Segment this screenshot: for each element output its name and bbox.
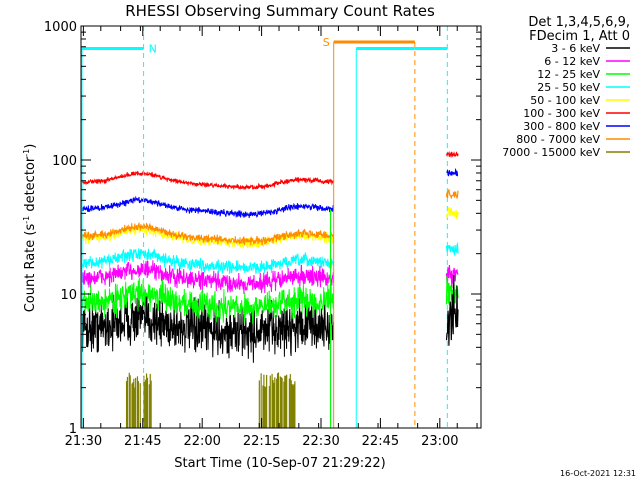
chart-title: RHESSI Observing Summary Count Rates xyxy=(125,2,435,20)
legend-header-decimation: FDecim 1, Att 0 xyxy=(529,29,630,44)
plot-frame xyxy=(80,25,482,429)
series-line xyxy=(80,222,334,246)
x-tick-label: 22:00 xyxy=(183,434,220,449)
legend-label: 50 - 100 keV xyxy=(530,94,600,107)
x-tick-label: 21:45 xyxy=(124,434,161,449)
series-line xyxy=(80,260,334,294)
y-tick-label: 100 xyxy=(52,154,77,169)
legend-header-detectors: Det 1,3,4,5,6,9, xyxy=(528,15,630,30)
x-tick-label: 21:30 xyxy=(65,434,102,449)
legend-label: 12 - 25 keV xyxy=(537,68,600,81)
legend-label: 6 - 12 keV xyxy=(544,55,600,68)
series-line-resumed xyxy=(445,150,459,158)
timestamp: 16-Oct-2021 12:31 xyxy=(560,469,636,478)
legend: Det 1,3,4,5,6,9, FDecim 1, Att 0 3 - 6 k… xyxy=(502,15,630,159)
series-line-resumed xyxy=(445,276,459,306)
y-tick-label: 1000 xyxy=(44,20,77,35)
x-axis-ticks: 21:30 21:45 22:00 22:15 22:30 22:45 23:00 xyxy=(65,26,478,449)
series-line xyxy=(80,248,334,275)
legend-label: 7000 - 15000 keV xyxy=(502,146,600,159)
series-line-resumed xyxy=(445,274,459,346)
legend-label: 25 - 50 keV xyxy=(537,81,600,94)
series-line xyxy=(80,277,334,325)
flag-label: N xyxy=(149,42,157,55)
y-tick-label: 1 xyxy=(69,422,77,437)
legend-label: 300 - 800 keV xyxy=(523,120,600,133)
series-line-resumed xyxy=(445,189,459,200)
x-tick-label: 22:15 xyxy=(243,434,280,449)
legend-label: 100 - 300 keV xyxy=(523,107,600,120)
x-axis-label: Start Time (10-Sep-07 21:29:22) xyxy=(174,456,385,471)
y-axis-label: Count Rate (s-1 detector-1) xyxy=(22,144,38,313)
y-axis-label-sup1: -1 xyxy=(22,216,31,224)
legend-label: 800 - 7000 keV xyxy=(516,133,600,146)
y-axis-label-main: Count Rate (s xyxy=(23,224,38,313)
y-axis-label-mid: detector xyxy=(23,156,38,216)
series-line-resumed xyxy=(445,207,459,219)
y-axis-ticks: 1 10 100 1000 xyxy=(44,20,481,437)
flag-label: S xyxy=(323,36,330,49)
y-tick-label: 10 xyxy=(60,288,77,303)
y-axis-label-end: ) xyxy=(23,144,38,149)
series-line-resumed xyxy=(446,167,459,177)
series-line xyxy=(80,286,334,363)
y-axis-label-sup2: -1 xyxy=(22,149,31,157)
x-tick-label: 22:30 xyxy=(302,434,339,449)
series-line-resumed xyxy=(445,264,459,289)
legend-label: 3 - 6 keV xyxy=(551,42,600,55)
x-tick-label: 23:00 xyxy=(421,434,458,449)
series-line xyxy=(80,195,334,219)
series-line xyxy=(80,171,334,191)
series-line-resumed xyxy=(445,241,459,257)
x-tick-label: 22:45 xyxy=(362,434,399,449)
